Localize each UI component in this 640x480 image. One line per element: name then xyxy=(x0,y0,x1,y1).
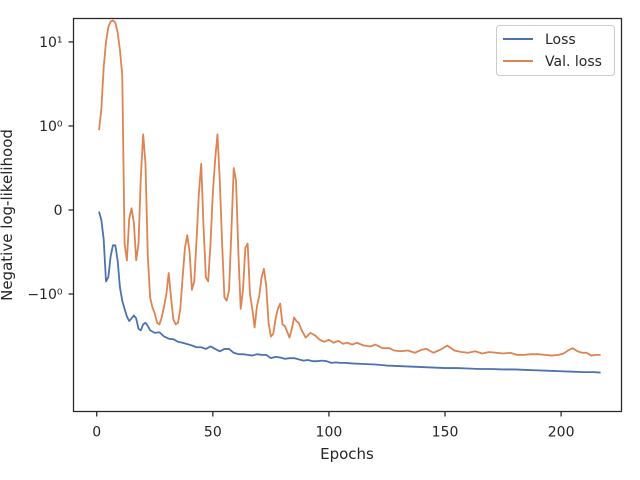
series-layer xyxy=(98,19,601,374)
legend: Loss Val. loss xyxy=(496,25,615,76)
series-line-val-loss xyxy=(98,19,601,357)
x-tick-label: 200 xyxy=(548,425,575,441)
ticks-layer: 0 50 100 150 200 −10⁰ 0 10⁰ 10¹ xyxy=(27,35,574,441)
x-axis-label: Epochs xyxy=(320,445,374,463)
series-line-loss xyxy=(98,211,601,374)
y-tick-label: −10⁰ xyxy=(27,287,63,303)
y-tick-label: 10⁰ xyxy=(39,119,63,135)
x-tick-label: 150 xyxy=(432,425,459,441)
legend-label-val-loss: Val. loss xyxy=(545,54,602,70)
legend-label-loss: Loss xyxy=(545,32,576,48)
x-tick-label: 50 xyxy=(204,425,222,441)
y-tick-label: 0 xyxy=(54,203,63,219)
plot-frame xyxy=(72,17,623,413)
x-tick-label: 100 xyxy=(316,425,343,441)
y-axis-label: Negative log-likelihood xyxy=(0,129,16,301)
x-tick-label: 0 xyxy=(92,425,101,441)
y-tick-label: 10¹ xyxy=(39,35,62,51)
